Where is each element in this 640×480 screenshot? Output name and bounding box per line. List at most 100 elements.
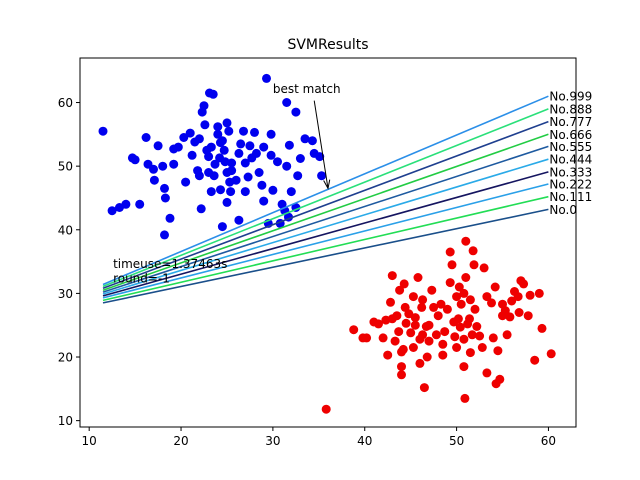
- scatter-point: [452, 292, 462, 302]
- scatter-point: [245, 141, 255, 151]
- x-tick-label: 50: [449, 434, 464, 448]
- scatter-point: [169, 159, 179, 169]
- scatter-point: [315, 152, 325, 162]
- scatter-point: [251, 148, 261, 158]
- scatter-point: [490, 282, 500, 292]
- svm-line: [102, 108, 549, 288]
- scatter-point: [530, 355, 540, 365]
- scatter-point: [479, 263, 489, 273]
- scatter-point: [187, 150, 197, 160]
- scatter-point: [158, 161, 168, 171]
- scatter-point: [236, 139, 246, 149]
- scatter-point: [424, 320, 434, 330]
- scatter-point: [194, 171, 204, 181]
- scatter-point: [383, 350, 393, 360]
- scatter-point: [427, 285, 437, 295]
- scatter-point: [406, 328, 416, 338]
- scatter-point: [227, 166, 237, 176]
- scatter-point: [282, 161, 292, 171]
- scatter-point: [419, 383, 429, 393]
- scatter-point: [226, 187, 236, 197]
- scatter-point: [210, 159, 220, 169]
- scatter-point: [181, 177, 191, 187]
- scatter-point: [436, 299, 446, 309]
- scatter-point: [239, 126, 248, 136]
- svm-line: [102, 183, 549, 299]
- line-label: No.999: [549, 90, 592, 104]
- scatter-point: [468, 246, 478, 256]
- scatter-point: [395, 285, 405, 295]
- svm-line: [102, 133, 549, 291]
- scatter-point: [453, 314, 463, 324]
- scatter-point: [206, 187, 216, 197]
- scatter-point: [217, 222, 227, 232]
- scatter-point: [470, 304, 480, 314]
- scatter-point: [219, 145, 229, 155]
- scatter-point: [418, 295, 428, 305]
- scatter-point: [534, 288, 544, 298]
- y-tick-label: 40: [58, 223, 73, 237]
- scatter-point: [262, 73, 271, 83]
- annotation-text: best match: [273, 82, 341, 96]
- annotation-arrow-shaft: [313, 100, 329, 189]
- scatter-point: [213, 122, 223, 132]
- scatter-point: [291, 107, 301, 117]
- scatter-point: [160, 183, 169, 193]
- svm-line: [102, 195, 549, 302]
- scatter-point: [286, 187, 296, 197]
- scatter-point: [234, 215, 244, 225]
- x-tick-label: 30: [265, 434, 280, 448]
- scatter-point: [495, 374, 505, 384]
- scatter-point: [141, 133, 151, 142]
- scatter-point: [454, 282, 464, 292]
- scatter-point: [179, 133, 189, 142]
- scatter-point: [227, 158, 237, 168]
- best-match-annotation: best match: [273, 82, 341, 190]
- scatter-point: [295, 154, 305, 163]
- scatter-point: [445, 247, 455, 257]
- scatter-point: [519, 279, 529, 289]
- scatter-point: [273, 157, 282, 167]
- scatter-point: [257, 180, 267, 190]
- scatter-point: [300, 134, 310, 144]
- svm-line: [102, 158, 549, 295]
- line-label: No.222: [549, 178, 592, 192]
- scatter-point: [445, 278, 455, 288]
- scatter-point: [200, 120, 210, 130]
- scatter-point: [410, 320, 420, 330]
- x-tick-label: 60: [541, 434, 556, 448]
- svm-line: [102, 95, 549, 286]
- scatter-point: [502, 330, 512, 340]
- scatter-point: [199, 101, 209, 111]
- scatter-point: [424, 336, 434, 346]
- scatter-point: [397, 362, 406, 372]
- scatter-point: [293, 171, 303, 181]
- scatter-point: [153, 141, 163, 151]
- scatter-point: [321, 404, 331, 414]
- scatter-point: [386, 297, 395, 307]
- scatter-point: [317, 171, 327, 181]
- y-axis: 10 20 30 40 50 60: [58, 96, 80, 428]
- scatter-point: [216, 185, 225, 195]
- scatter-point: [222, 118, 232, 128]
- scatter-point: [475, 331, 485, 341]
- line-label: No.666: [549, 128, 592, 142]
- scatter-point: [507, 296, 517, 306]
- y-tick-label: 50: [58, 160, 73, 174]
- x-tick-label: 20: [173, 434, 188, 448]
- scatter-point: [459, 334, 469, 344]
- scatter-point: [408, 292, 418, 302]
- info-label: timeuse=1.37463s: [113, 257, 227, 271]
- scatter-point: [460, 393, 470, 403]
- scatter-point: [500, 306, 510, 316]
- scatter-point: [452, 343, 462, 352]
- scatter-point: [107, 206, 117, 216]
- line-label: No.777: [549, 115, 592, 129]
- line-label: No.333: [549, 165, 592, 179]
- scatter-point: [173, 142, 183, 152]
- scatter-point: [266, 150, 276, 160]
- scatter-point: [254, 168, 264, 177]
- line-label: No.444: [549, 153, 592, 167]
- scatter-series-0: [98, 73, 327, 240]
